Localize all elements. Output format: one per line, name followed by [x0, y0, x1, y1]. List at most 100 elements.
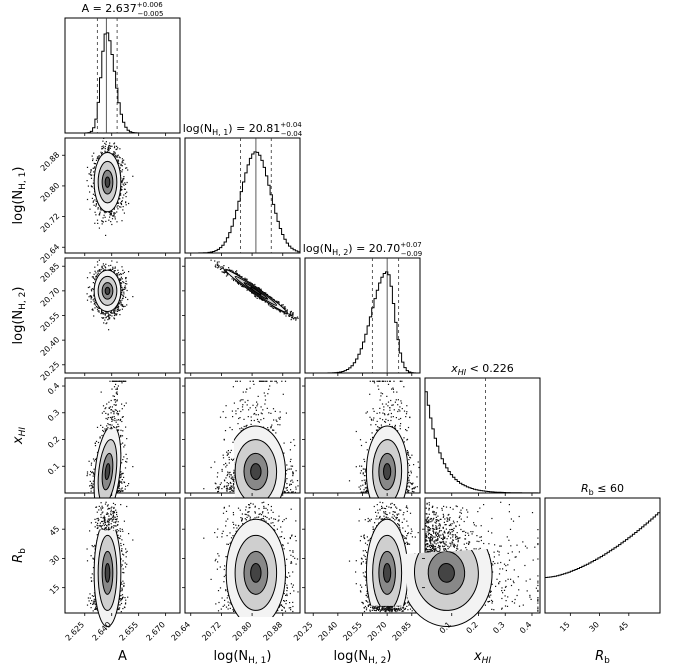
sample-point	[108, 329, 110, 331]
sample-point	[124, 305, 126, 307]
sample-point	[94, 304, 97, 306]
sample-point	[228, 268, 230, 271]
sample-point	[122, 305, 124, 307]
sample-point	[113, 270, 115, 272]
sample-point	[127, 298, 129, 301]
sample-point	[203, 256, 204, 257]
sample-point	[121, 266, 123, 268]
y-tick-label: 20.88	[39, 150, 62, 173]
sample-point	[120, 202, 122, 205]
sample-point	[219, 266, 221, 268]
sample-point	[214, 260, 216, 262]
sample-point	[120, 164, 122, 167]
sample-point	[105, 256, 106, 257]
sample-point	[93, 152, 95, 154]
sample-point	[123, 188, 126, 190]
sample-point	[109, 317, 111, 319]
sample-point	[95, 159, 98, 161]
sample-point	[94, 166, 96, 168]
sample-point	[89, 208, 91, 210]
sample-point	[122, 179, 124, 181]
sample-point	[108, 211, 110, 213]
sample-point	[103, 317, 105, 319]
sample-point	[126, 167, 128, 169]
sample-point	[291, 317, 293, 319]
sample-point	[265, 292, 267, 294]
sample-point	[102, 317, 104, 319]
sample-point	[288, 315, 290, 317]
sample-point	[114, 313, 116, 315]
sample-point	[251, 283, 253, 285]
sample-point	[106, 151, 109, 153]
sample-point	[114, 218, 116, 220]
sample-point	[114, 270, 116, 272]
sample-point	[268, 304, 270, 306]
sample-point	[105, 263, 107, 265]
sample-point	[121, 304, 123, 306]
sample-point	[123, 176, 125, 178]
sample-point	[90, 169, 92, 171]
sample-point	[117, 202, 119, 204]
sample-point	[88, 173, 90, 175]
sample-point	[132, 296, 134, 298]
sample-point	[121, 220, 123, 222]
sample-point	[125, 167, 127, 169]
sample-point	[217, 264, 219, 266]
sample-point	[117, 159, 119, 161]
sample-point	[102, 268, 104, 270]
sample-point	[117, 310, 119, 312]
sample-point	[111, 315, 113, 317]
sample-point	[90, 289, 92, 291]
sample-point	[101, 146, 103, 148]
sample-point	[96, 156, 99, 158]
joint-panel-logNH1-logNH2	[182, 256, 304, 376]
sample-point	[120, 203, 123, 206]
sample-point	[126, 283, 128, 285]
sample-point	[107, 149, 109, 151]
sample-point	[125, 287, 127, 289]
sample-point	[95, 214, 97, 216]
sample-point	[281, 304, 283, 306]
sample-point	[91, 276, 93, 278]
sample-point	[117, 147, 119, 149]
sample-point	[286, 309, 288, 311]
sample-point	[101, 310, 103, 312]
sample-point	[101, 152, 103, 154]
sample-point	[120, 163, 122, 165]
sample-point	[94, 302, 96, 304]
sample-point	[116, 155, 118, 157]
sample-point	[121, 299, 123, 301]
sample-point	[94, 266, 96, 268]
sample-point	[125, 196, 127, 198]
sample-point	[116, 145, 118, 147]
sample-point	[96, 158, 98, 160]
sample-point	[95, 204, 97, 206]
sample-point	[98, 307, 100, 309]
y-tick-label: 20.72	[39, 212, 62, 235]
sample-point	[121, 200, 123, 202]
sample-point	[117, 154, 119, 156]
panel-frame	[184, 137, 301, 254]
sample-point	[105, 323, 107, 325]
sample-point	[113, 314, 116, 317]
sample-point	[121, 171, 123, 173]
sample-point	[261, 299, 263, 301]
sample-point	[101, 312, 103, 314]
sample-point	[93, 295, 95, 297]
sample-point	[102, 145, 104, 147]
sample-point	[96, 219, 99, 221]
sample-point	[103, 138, 105, 139]
sample-point	[108, 149, 110, 151]
sample-point	[117, 161, 119, 163]
sample-point	[109, 314, 111, 316]
sample-point	[124, 188, 126, 190]
sample-point	[114, 216, 116, 218]
sample-point	[113, 143, 115, 145]
sample-point	[231, 269, 233, 271]
sample-point	[109, 216, 111, 218]
contour-level-4	[104, 286, 111, 295]
sample-point	[106, 322, 108, 324]
sample-point	[122, 272, 124, 275]
sample-point	[215, 264, 217, 266]
sample-point	[303, 322, 304, 323]
